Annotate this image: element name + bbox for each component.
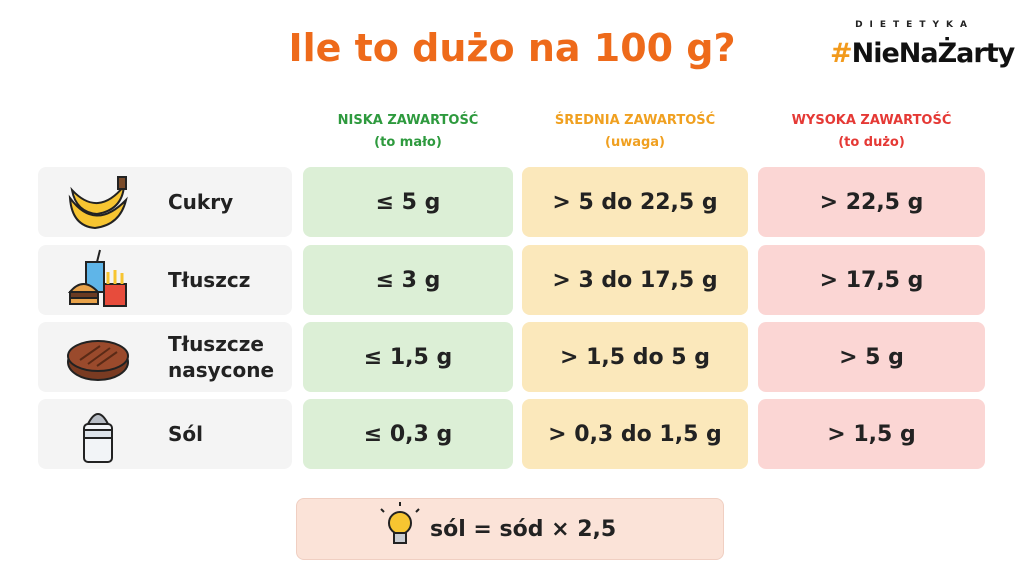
bulb-icon xyxy=(380,502,420,544)
brand-hash: # xyxy=(830,38,853,69)
column-label: ŚREDNIA ZAWARTOŚĆ xyxy=(554,113,716,128)
column-header: WYSOKA ZAWARTOŚĆ (to dużo) xyxy=(758,110,985,154)
title: Ile to dużo na 100 g? xyxy=(288,26,736,70)
table-cell: ≤ 0,3 g xyxy=(303,399,513,469)
table-cell: > 1,5 do 5 g xyxy=(522,322,748,392)
table-cell: ≤ 5 g xyxy=(303,167,513,237)
patty-icon xyxy=(67,340,129,381)
footer-note: sól = sód × 2,5 xyxy=(430,516,617,542)
table-cell: > 22,5 g xyxy=(758,167,985,237)
row-label: Tłuszcz xyxy=(168,268,251,292)
table-cell: > 0,3 do 1,5 g xyxy=(522,399,748,469)
salt-icon xyxy=(83,413,113,463)
column-sub: (to mało) xyxy=(374,135,442,150)
table-cell: > 17,5 g xyxy=(758,245,985,315)
fastfood-icon xyxy=(67,249,127,307)
table-cell: ≤ 1,5 g xyxy=(303,322,513,392)
footer-box xyxy=(296,498,724,560)
row-label: Cukry xyxy=(168,190,234,214)
table-cell: > 1,5 g xyxy=(758,399,985,469)
column-sub: (uwaga) xyxy=(605,135,665,150)
column-label: WYSOKA ZAWARTOŚĆ xyxy=(791,113,952,128)
row-background xyxy=(38,399,292,469)
brand-name: NieNaŻarty xyxy=(851,38,1016,69)
banana-icon xyxy=(68,176,128,230)
table-cell: > 3 do 17,5 g xyxy=(522,245,748,315)
row-label: Tłuszcze nasycone xyxy=(168,332,275,382)
column-header: ŚREDNIA ZAWARTOŚĆ (uwaga) xyxy=(522,110,748,154)
table-cell: ≤ 3 g xyxy=(303,245,513,315)
table-cell: > 5 g xyxy=(758,322,985,392)
column-sub: (to dużo) xyxy=(838,135,905,150)
brand: #NieNaŻarty xyxy=(830,38,1015,69)
row-label: Sól xyxy=(168,422,203,446)
brand-top: DIETETYKA xyxy=(855,20,974,30)
column-header: NISKA ZAWARTOŚĆ (to mało) xyxy=(303,110,513,154)
table-cell: > 5 do 22,5 g xyxy=(522,167,748,237)
column-label: NISKA ZAWARTOŚĆ xyxy=(337,113,479,128)
